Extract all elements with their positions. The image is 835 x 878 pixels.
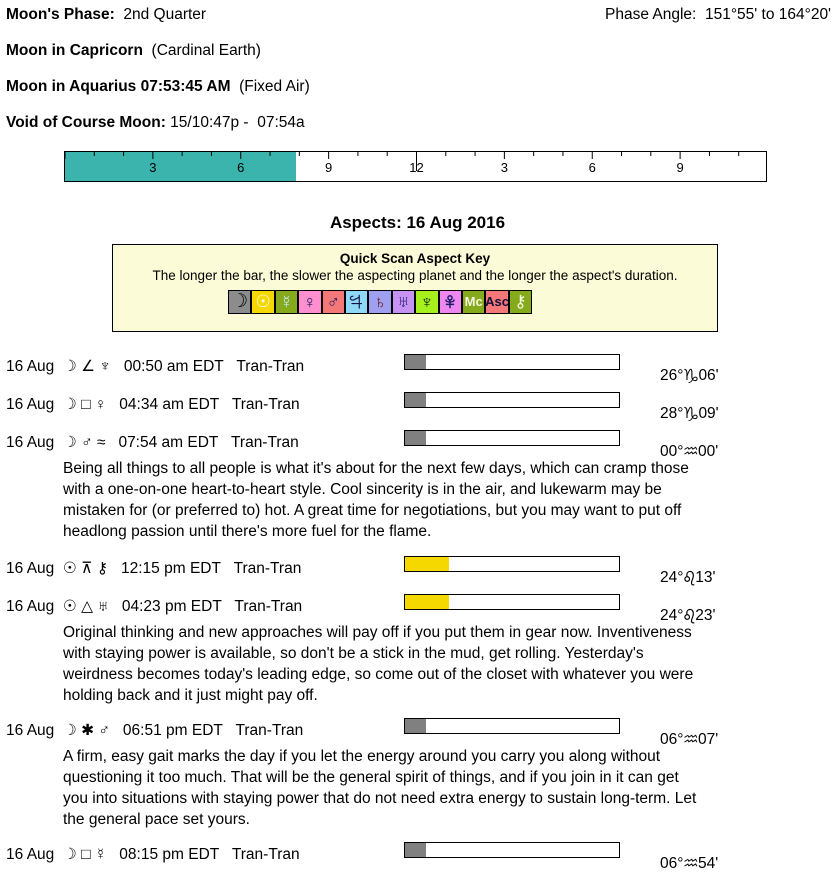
svg-text:9: 9 (677, 160, 684, 175)
svg-text:9: 9 (325, 160, 332, 175)
svg-text:3: 3 (149, 160, 156, 175)
svg-text:3: 3 (501, 160, 508, 175)
svg-text:6: 6 (589, 160, 596, 175)
svg-text:12: 12 (409, 160, 423, 175)
svg-text:6: 6 (237, 160, 244, 175)
